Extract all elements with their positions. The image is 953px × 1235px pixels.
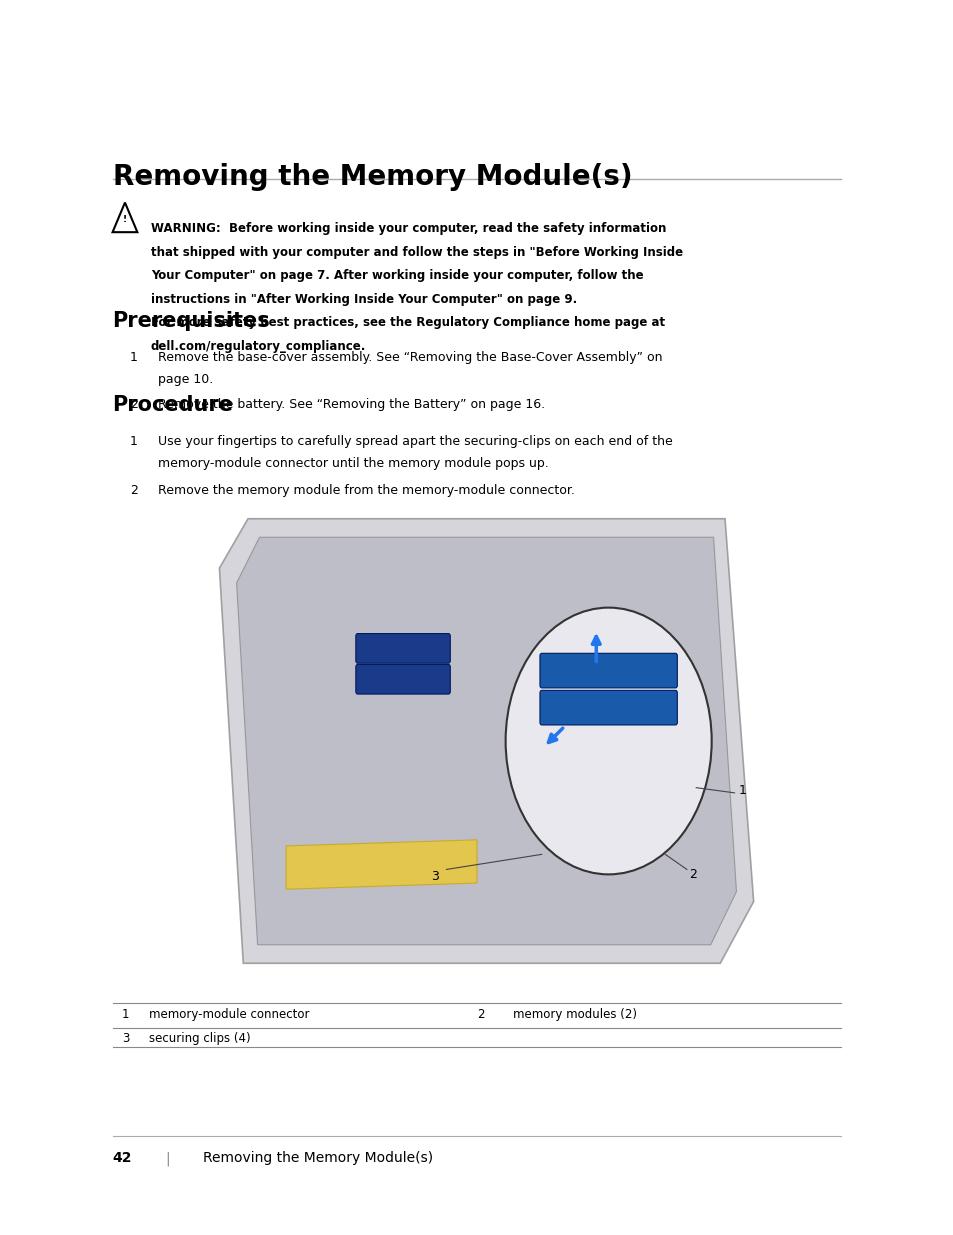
Text: Prerequisites: Prerequisites [112,311,270,331]
Text: Removing the Memory Module(s): Removing the Memory Module(s) [203,1151,433,1165]
Text: For more safety best practices, see the Regulatory Compliance home page at: For more safety best practices, see the … [151,316,664,330]
Text: that shipped with your computer and follow the steps in "Before Working Inside: that shipped with your computer and foll… [151,246,682,259]
Polygon shape [236,537,736,945]
Text: 3: 3 [431,871,438,883]
Text: !: ! [123,215,127,225]
Text: 2: 2 [130,484,137,498]
Text: Removing the Memory Module(s): Removing the Memory Module(s) [112,163,632,191]
Text: Remove the memory module from the memory-module connector.: Remove the memory module from the memory… [158,484,575,498]
Text: Use your fingertips to carefully spread apart the securing-clips on each end of : Use your fingertips to carefully spread … [158,435,673,448]
FancyBboxPatch shape [539,690,677,725]
Text: 1: 1 [738,784,745,797]
Text: page 10.: page 10. [158,373,213,387]
Text: 3: 3 [122,1032,130,1046]
Circle shape [505,608,711,874]
Text: 1: 1 [122,1008,130,1021]
Text: WARNING:  Before working inside your computer, read the safety information: WARNING: Before working inside your comp… [151,222,665,236]
Polygon shape [219,519,753,963]
Text: |: | [165,1151,170,1166]
Text: Your Computer" on page 7. After working inside your computer, follow the: Your Computer" on page 7. After working … [151,269,642,283]
Polygon shape [286,840,476,889]
Text: Remove the base-cover assembly. See “Removing the Base-Cover Assembly” on: Remove the base-cover assembly. See “Rem… [158,351,662,364]
Text: 1: 1 [130,351,137,364]
FancyBboxPatch shape [355,634,450,663]
Text: memory-module connector until the memory module pops up.: memory-module connector until the memory… [158,457,549,471]
Text: instructions in "After Working Inside Your Computer" on page 9.: instructions in "After Working Inside Yo… [151,293,577,306]
Text: dell.com/regulatory_compliance.: dell.com/regulatory_compliance. [151,340,366,353]
FancyBboxPatch shape [539,653,677,688]
Text: Procedure: Procedure [112,395,233,415]
Text: memory modules (2): memory modules (2) [513,1008,637,1021]
Text: securing clips (4): securing clips (4) [149,1032,251,1046]
Text: Remove the battery. See “Removing the Battery” on page 16.: Remove the battery. See “Removing the Ba… [158,398,545,411]
Text: 2: 2 [130,398,137,411]
Text: memory-module connector: memory-module connector [149,1008,309,1021]
Text: 2: 2 [476,1008,484,1021]
FancyBboxPatch shape [355,664,450,694]
Text: 42: 42 [112,1151,132,1165]
Text: 1: 1 [130,435,137,448]
Text: 2: 2 [688,868,696,881]
